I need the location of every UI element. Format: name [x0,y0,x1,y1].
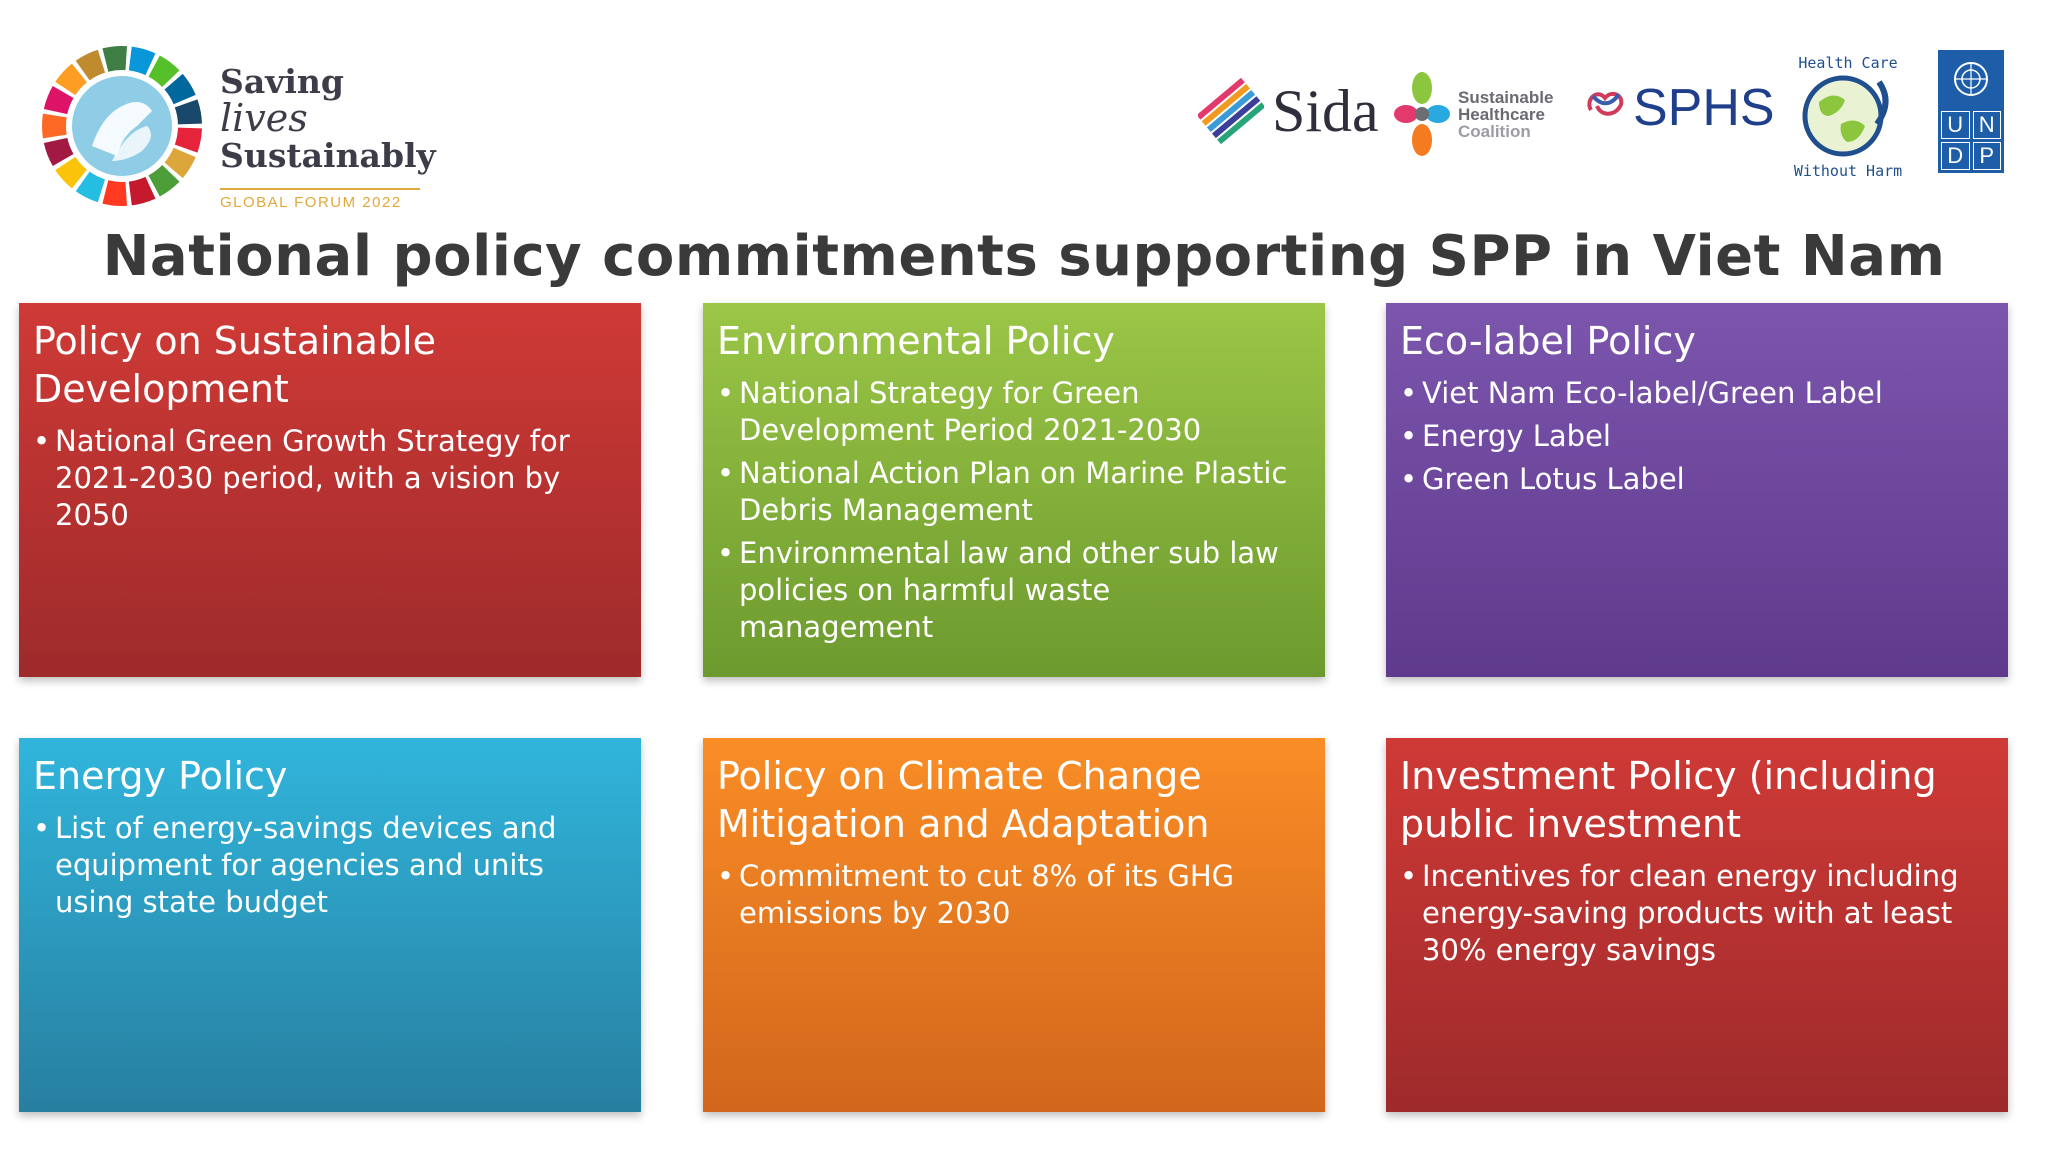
sdg-wheel-segment [164,147,196,179]
sdg-wheel-segment [55,156,87,189]
un-emblem-icon [1938,50,2004,108]
card-list: National Strategy for Green Development … [717,375,1311,646]
card-title: Energy Policy [33,754,288,798]
partner-logos: Sida Sustainable Healthcare Coalition SP… [1198,50,2018,180]
list-item: Energy Label [1400,418,1994,455]
sdg-wheel-segment [43,85,74,115]
globe-leaf-icon [1802,75,1889,157]
list-item: Green Lotus Label [1400,461,1994,498]
sdg-wheel-segment [164,73,196,105]
sdg-wheel-segment [174,99,202,125]
sdg-wheel-segment [75,49,106,81]
card-title: Eco-label Policy [1400,319,1696,363]
sdg-wheel-segment [42,113,67,139]
list-item: Incentives for clean energy including en… [1400,858,1994,969]
card-energy-policy: Energy Policy List of energy-savings dev… [19,738,641,1112]
sphs-logo: SPHS [1583,80,1775,144]
list-item: Viet Nam Eco-label/Green Label [1400,375,1994,412]
sdg-wheel-segment [148,55,180,88]
card-list: National Green Growth Strategy for 2021-… [33,423,627,534]
leaf-cross-icon [1394,72,1450,156]
card-title: Policy on Sustainable Development [33,319,436,411]
forum-subtitle: GLOBAL FORUM 2022 [220,188,420,211]
sdg-wheel-segment [102,46,127,72]
sdg-wheel-segment [75,171,106,203]
card-environmental-policy: Environmental Policy National Strategy f… [703,303,1325,677]
list-item: Environmental law and other sub law poli… [717,535,1311,646]
sphs-knot-icon [1587,91,1624,116]
sida-logo: Sida [1198,78,1379,144]
sdg-wheel-segment [148,164,180,197]
list-item: List of energy-savings devices and equip… [33,810,627,921]
list-item: National Green Growth Strategy for 2021-… [33,423,627,534]
list-item: Commitment to cut 8% of its GHG emission… [717,858,1311,932]
sdg-wheel-segment [102,180,127,206]
card-list: Commitment to cut 8% of its GHG emission… [717,858,1311,932]
sustainable-healthcare-coalition-logo: Sustainable Healthcare Coalition [1394,72,1553,156]
forum-title-line2: Sustainably [220,136,436,175]
card-list: Incentives for clean energy including en… [1400,858,1994,969]
card-investment-policy: Investment Policy (including public inve… [1386,738,2008,1112]
sdg-wheel-segment [174,127,202,153]
health-care-without-harm-logo: Health Care Without Harm [1793,54,1903,180]
card-list: Viet Nam Eco-label/Green Label Energy La… [1400,375,1994,498]
card-title: Environmental Policy [717,319,1115,363]
card-list: List of energy-savings devices and equip… [33,810,627,921]
list-item: National Action Plan on Marine Plastic D… [717,455,1311,529]
forum-title-line1: Saving lives [220,62,344,140]
sida-mark-icon [1198,78,1264,144]
sdg-wheel-segment [55,63,87,96]
card-eco-label-policy: Eco-label Policy Viet Nam Eco-label/Gree… [1386,303,2008,677]
forum-logo: Saving lives Sustainably GLOBAL FORUM 20… [40,44,440,214]
sdg-wheel-segment [128,46,156,76]
page-title: National policy commitments supporting S… [102,224,1946,289]
card-title: Policy on Climate Change Mitigation and … [717,754,1210,846]
sdg-wheel-icon [42,46,202,206]
card-title: Investment Policy (including public inve… [1400,754,1937,846]
undp-logo: U N D P [1938,50,2008,173]
list-item: National Strategy for Green Development … [717,375,1311,449]
card-climate-change-policy: Policy on Climate Change Mitigation and … [703,738,1325,1112]
card-sustainable-development: Policy on Sustainable Development Nation… [19,303,641,677]
sdg-wheel-segment [128,176,156,206]
sdg-wheel-segment [43,137,74,167]
